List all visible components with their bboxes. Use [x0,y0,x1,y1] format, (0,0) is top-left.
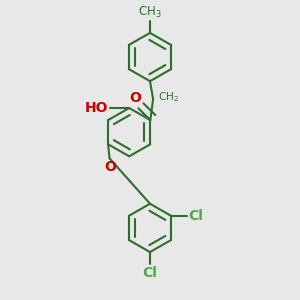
Text: Cl: Cl [188,209,203,223]
Text: O: O [104,160,116,174]
Text: O: O [129,92,141,105]
Text: CH$_2$: CH$_2$ [158,90,179,104]
Text: HO: HO [85,101,108,115]
Text: Cl: Cl [142,266,158,280]
Text: CH$_3$: CH$_3$ [138,5,162,20]
